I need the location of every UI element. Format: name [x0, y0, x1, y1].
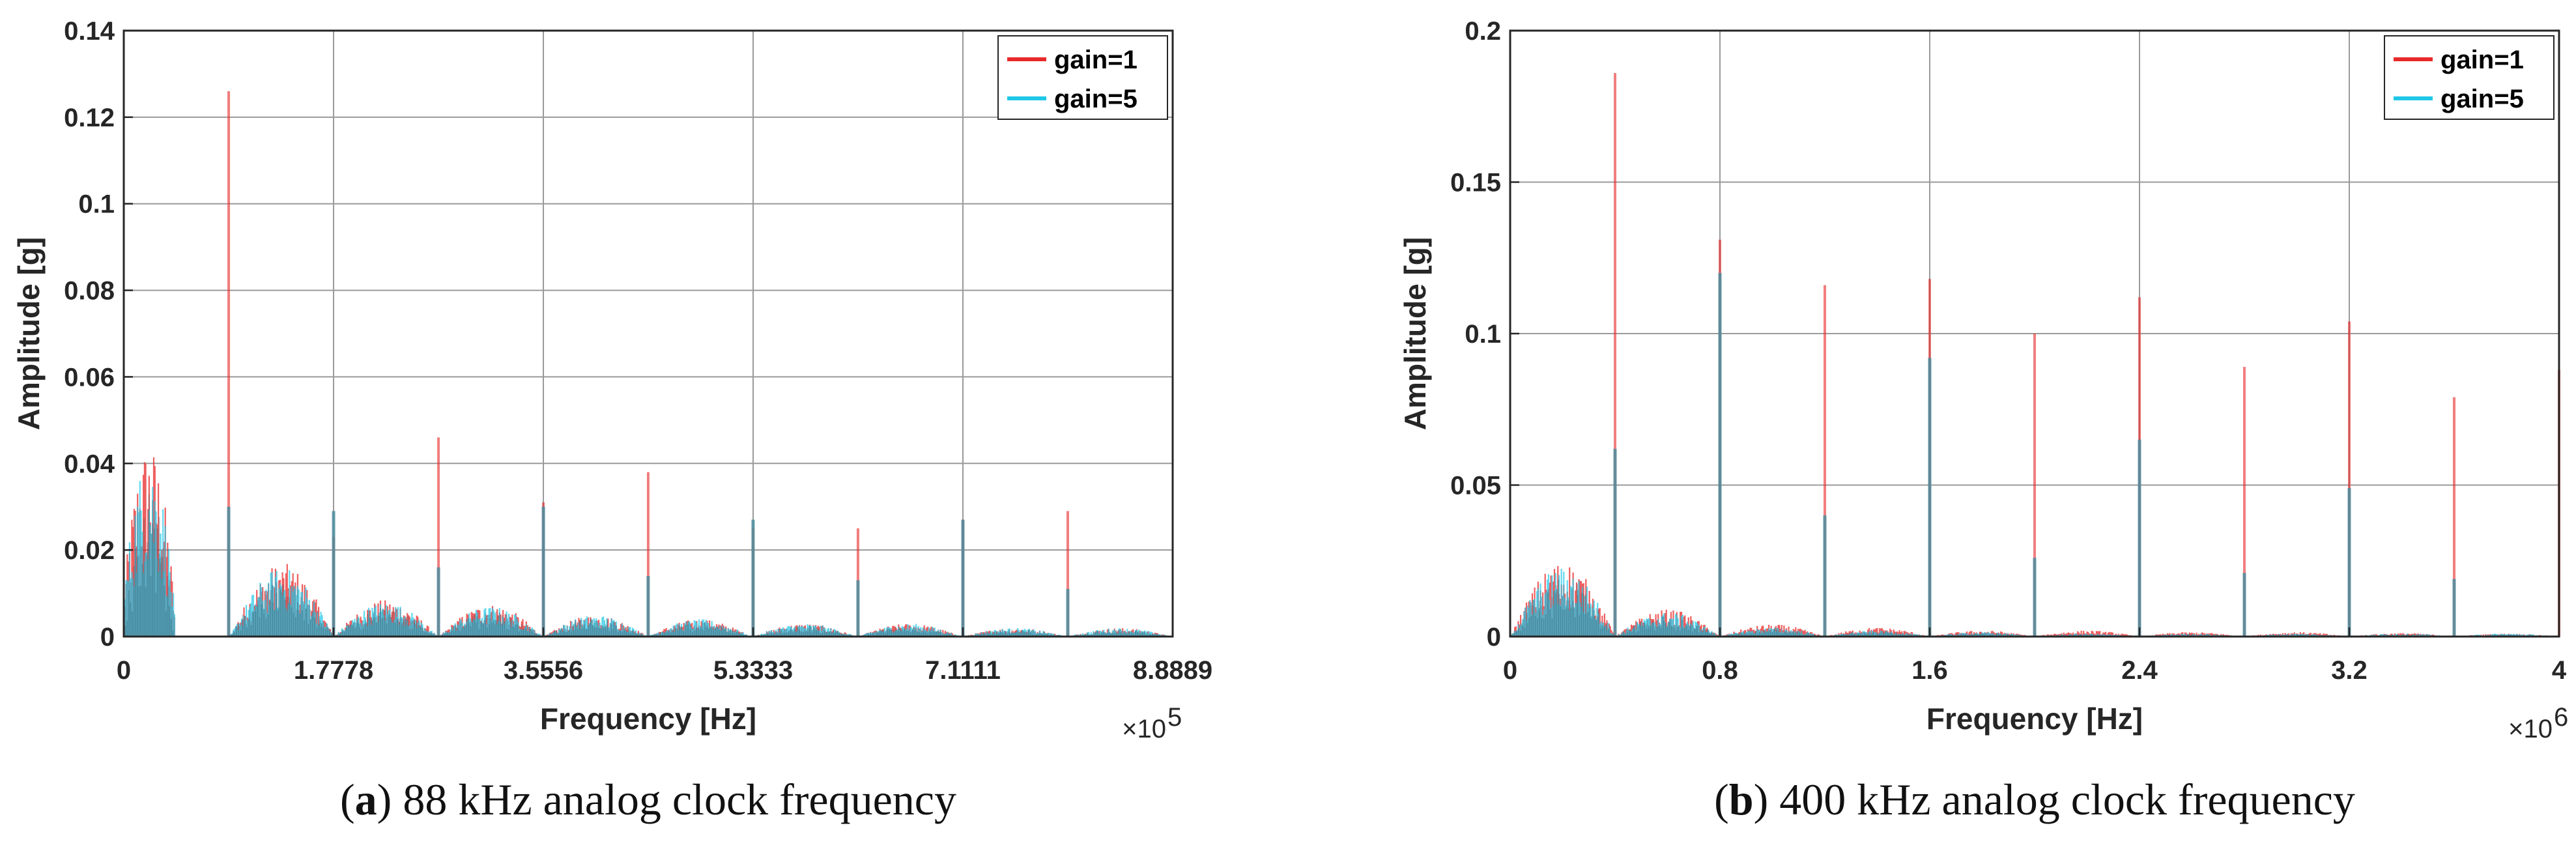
spectrum-shade-lobe: [545, 618, 646, 637]
x-tick-label: 1.7778: [294, 656, 373, 685]
x-tick-label: 8.8889: [1133, 656, 1212, 685]
y-tick-label: 0.1: [78, 190, 115, 219]
caption-paren-open: (: [1714, 775, 1729, 824]
spectrum-lobe: [1615, 613, 1720, 637]
series-1-peaks: [1614, 73, 2560, 637]
y-tick-label: 0.08: [64, 277, 115, 306]
x-multiplier-exponent: 5: [1167, 703, 1182, 732]
spectrum-lobe: [858, 624, 962, 637]
x-tick-label: 3.5556: [504, 656, 583, 685]
legend-entry-2: gain=5: [2440, 85, 2524, 113]
y-tick-label: 0.1: [1465, 320, 1501, 349]
x-tick-label: 5.3333: [713, 656, 793, 685]
spectrum-lobe: [1068, 628, 1171, 637]
x-tick-label: 1.6: [1911, 656, 1948, 685]
spectrum-shade-lobe: [1511, 579, 1614, 637]
x-tick-label: 7.1111: [925, 656, 1001, 685]
spectrum-lobe: [334, 604, 438, 637]
series-2-peaks: [227, 506, 1070, 637]
caption-paren-close: ): [1754, 775, 1780, 824]
y-tick-label: 0.05: [1450, 472, 1501, 500]
spectrum-lobe: [230, 570, 334, 637]
y-axis-label: Amplitude [g]: [1398, 237, 1432, 430]
series-2-peaks: [1613, 273, 2456, 637]
caption-paren-open: (: [340, 775, 355, 824]
legend-entry-2: gain=5: [1054, 85, 1138, 113]
x-multiplier-exponent: 6: [2554, 703, 2568, 732]
series-1-peaks: [227, 91, 1069, 637]
spectrum-shade-lobe: [440, 611, 541, 637]
panel-a: 0 1.7778 3.5556 5.3333 7.1111 8.8889 0 0.02 0.04…: [12, 17, 1212, 824]
axes-box: [122, 29, 1174, 638]
panel-b: 0 0.8 1.6 2.4 3.2 4 0 0.05 0.1 0.15 0.2 Frequency […: [1398, 17, 2568, 824]
x-tick-label: 0: [1503, 656, 1517, 685]
x-multiplier-label: ×10: [1122, 715, 1166, 743]
y-tick-label: 0.02: [64, 536, 115, 565]
y-tick-label: 0.04: [64, 450, 115, 478]
legend-box: [997, 35, 1168, 120]
y-tick-label: 0.14: [64, 17, 115, 46]
legend-entry-1: gain=1: [2440, 46, 2524, 74]
legend: gain=1 gain=5: [997, 35, 1168, 120]
spectrum-shade-lobe: [335, 609, 436, 637]
spectrum-lobe: [1720, 627, 1825, 637]
spectrum-lobe: [544, 616, 648, 637]
x-tick-label: 0.8: [1702, 656, 1738, 685]
spectrum-shade-lobe: [124, 494, 174, 637]
x-tick-label: 4: [2552, 656, 2567, 685]
x-tick-label: 2.4: [2121, 656, 2158, 685]
legend-box: [2384, 35, 2555, 120]
y-tick-label: 0.12: [64, 104, 115, 132]
spectrum-shade-lobe: [1616, 616, 1719, 637]
y-tick-label: 0: [100, 623, 115, 652]
panel-caption: (b) 400 kHz analog clock frequency: [1714, 775, 2355, 824]
spectrum-lobe: [1510, 569, 1615, 637]
x-tick-label: 0: [117, 656, 131, 685]
legend-entry-1: gain=1: [1054, 46, 1138, 74]
spectrum-shade-lobe: [231, 584, 333, 637]
spectrum-lobe: [648, 619, 751, 637]
x-multiplier-label: ×10: [2508, 715, 2553, 743]
spectrum-lobe: [439, 608, 543, 637]
caption-letter: a: [355, 775, 377, 824]
caption-text: 400 kHz analog clock frequency: [1779, 775, 2355, 824]
y-tick-label: 0.06: [64, 363, 115, 392]
caption-paren-close: ): [377, 775, 403, 824]
y-tick-label: 0.15: [1450, 169, 1501, 197]
spectrum-lobe: [753, 624, 857, 637]
x-tick-label: 3.2: [2331, 656, 2368, 685]
x-axis-label: Frequency [Hz]: [1926, 702, 2143, 736]
panel-caption: (a) 88 kHz analog clock frequency: [340, 775, 956, 824]
caption-text: 88 kHz analog clock frequency: [403, 775, 956, 824]
y-axis-label: Amplitude [g]: [12, 237, 46, 430]
legend: gain=1 gain=5: [2384, 35, 2555, 120]
x-axis-label: Frequency [Hz]: [540, 702, 756, 736]
y-tick-label: 0: [1487, 623, 1501, 652]
y-tick-label: 0.2: [1465, 17, 1501, 46]
caption-letter: b: [1729, 775, 1754, 824]
